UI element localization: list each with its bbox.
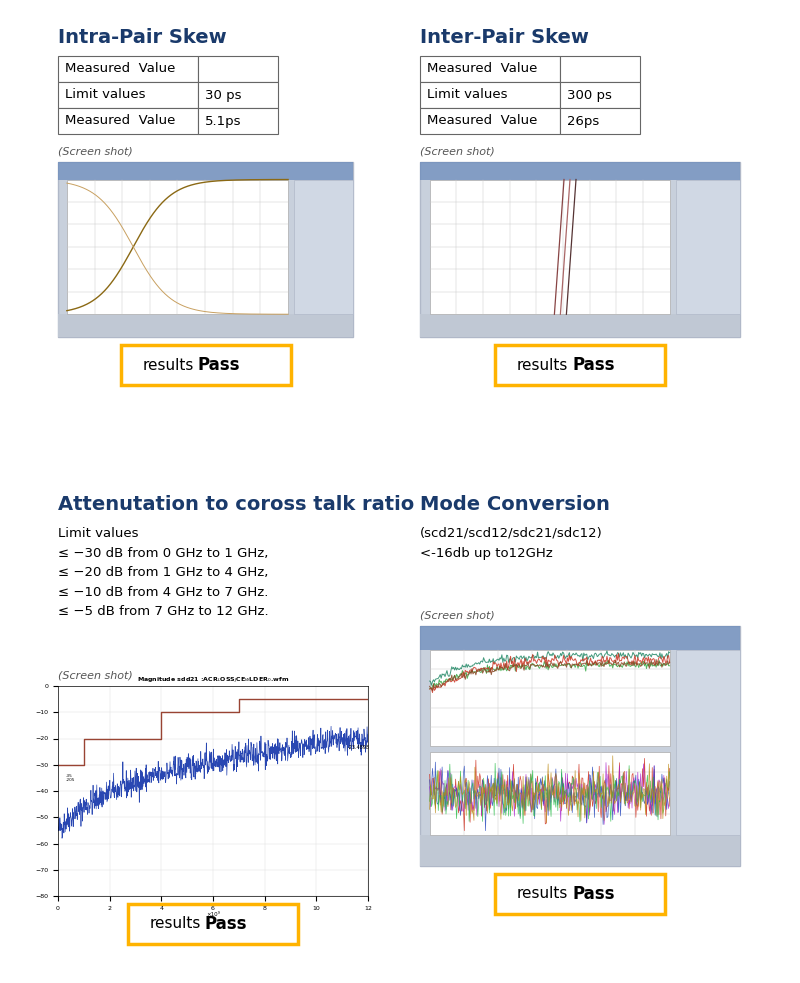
Text: Intra-Pair Skew: Intra-Pair Skew	[58, 28, 226, 47]
Bar	[430, 650, 670, 746]
Bar	[58, 56, 198, 82]
Text: (scd21/scd12/sdc21/sdc12)
<-16db up to12GHz: (scd21/scd12/sdc21/sdc12) <-16db up to12…	[420, 527, 602, 559]
Bar	[420, 626, 740, 866]
Bar	[420, 56, 560, 82]
Text: results: results	[142, 358, 194, 373]
Bar	[420, 626, 740, 650]
Bar	[676, 180, 740, 315]
Text: results: results	[150, 916, 201, 932]
Bar	[198, 108, 278, 134]
Bar	[560, 108, 640, 134]
Text: Limit values: Limit values	[427, 88, 507, 101]
Text: Attenutation to coross talk ratio: Attenutation to coross talk ratio	[58, 495, 414, 514]
Text: Measured  Value: Measured Value	[65, 114, 175, 128]
Bar	[198, 56, 278, 82]
Bar	[58, 162, 353, 180]
Title: Magnitude sdd21 :ACR$_L$OSS$_J$CE$_W$LDER$_0$.wfm: Magnitude sdd21 :ACR$_L$OSS$_J$CE$_W$LDE…	[137, 675, 289, 686]
Bar	[420, 162, 740, 337]
X-axis label: ×10⁹: ×10⁹	[206, 912, 220, 917]
Text: -35
-205: -35 -205	[66, 774, 75, 782]
Text: Measured  Value: Measured Value	[65, 63, 175, 76]
Bar	[294, 180, 353, 315]
Text: 300 ps: 300 ps	[567, 88, 612, 101]
Text: (Screen shot): (Screen shot)	[420, 146, 494, 156]
Bar	[58, 162, 353, 337]
Text: (Screen shot): (Screen shot)	[420, 610, 494, 620]
Bar	[67, 180, 288, 315]
Text: Inter-Pair Skew: Inter-Pair Skew	[420, 28, 589, 47]
Text: Measured  Value: Measured Value	[427, 114, 538, 128]
Text: Measured  Value: Measured Value	[427, 63, 538, 76]
Text: 26ps: 26ps	[567, 114, 599, 128]
Text: (Screen shot): (Screen shot)	[58, 670, 133, 680]
Text: results: results	[517, 887, 568, 901]
Bar	[430, 752, 670, 835]
Bar	[560, 56, 640, 82]
Text: (Screen shot): (Screen shot)	[58, 146, 133, 156]
Text: Pass: Pass	[205, 915, 247, 933]
Text: Pass: Pass	[572, 356, 614, 374]
Bar	[58, 108, 198, 134]
Bar	[198, 82, 278, 108]
Bar	[495, 345, 665, 385]
Bar	[420, 82, 560, 108]
Bar	[420, 835, 740, 866]
Bar	[560, 82, 640, 108]
Text: Pass: Pass	[198, 356, 240, 374]
Bar	[420, 315, 740, 337]
Text: 5.1ps: 5.1ps	[205, 114, 242, 128]
Text: Limit values: Limit values	[65, 88, 146, 101]
Bar	[58, 315, 353, 337]
Text: 30 ps: 30 ps	[205, 88, 242, 101]
Bar	[495, 874, 665, 914]
Bar	[58, 82, 198, 108]
Bar	[128, 904, 298, 944]
Text: Limit values
≤ −30 dB from 0 GHz to 1 GHz,
≤ −20 dB from 1 GHz to 4 GHz,
≤ −10 d: Limit values ≤ −30 dB from 0 GHz to 1 GH…	[58, 527, 269, 618]
Bar	[430, 180, 670, 315]
Bar	[420, 162, 740, 180]
Text: -23.4898: -23.4898	[347, 745, 370, 750]
Bar	[420, 108, 560, 134]
Text: Mode Conversion: Mode Conversion	[420, 495, 610, 514]
Bar	[676, 650, 740, 835]
Text: results: results	[517, 358, 568, 373]
Bar	[121, 345, 290, 385]
Text: Pass: Pass	[572, 885, 614, 903]
